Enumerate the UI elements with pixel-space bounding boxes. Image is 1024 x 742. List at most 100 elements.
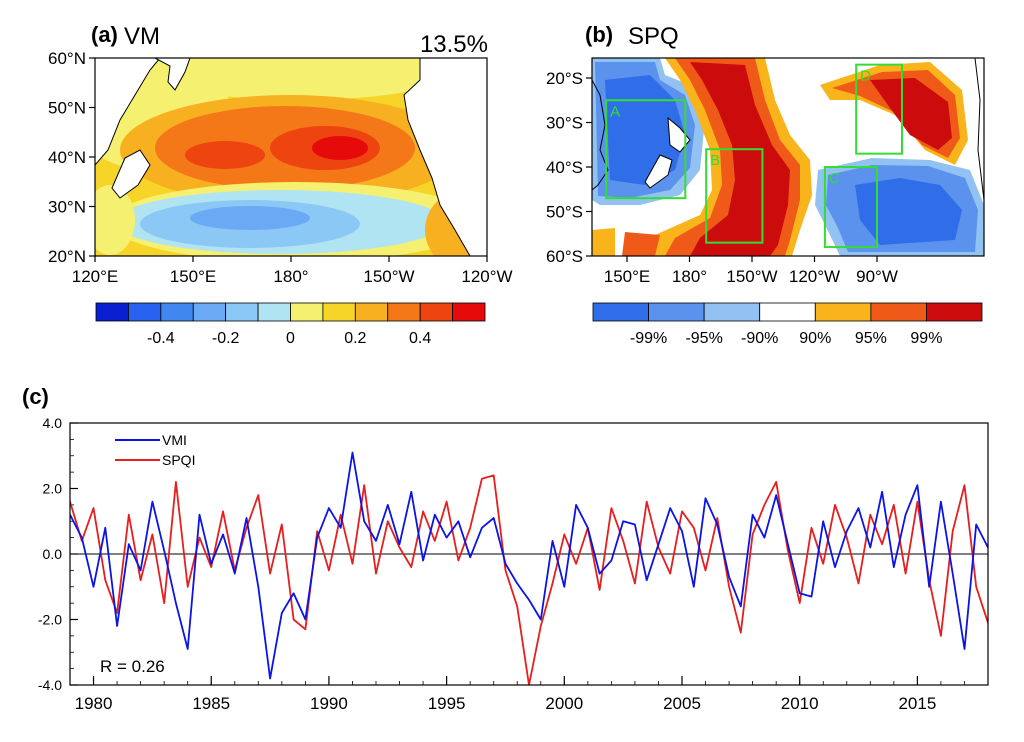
panel-c-y-tick-label: -2.0 (38, 612, 62, 628)
panel-c-x-tick-label: 2015 (898, 694, 936, 713)
region-boxes: A B C D (605, 63, 904, 249)
panel-c-frame (69, 422, 989, 686)
vm-colorbar-segment (225, 302, 259, 322)
vm-colorbar-segment (290, 302, 324, 322)
region-box-label: C (829, 170, 840, 187)
panel-b-x-ticks: 150°E 180° 150°W 120°W 90°W (604, 256, 898, 286)
panel-b-label: (b) (585, 22, 613, 47)
panel-c-axes: 4.0 2.0 0.0 -2.0 -4.0 1980 1985 1990 1995 2000 200… (38, 415, 989, 713)
panel-c: (c) 4.0 2.0 0.0 -2.0 -4.0 1980 1985 1990 1995 200… (22, 384, 989, 713)
panel-b-x-tick-label: 150°W (726, 267, 777, 286)
panel-c-legend: VMI SPQI (115, 432, 195, 468)
series-line-spqi (70, 474, 988, 685)
vm-colorbar-segment (192, 302, 227, 322)
region-box-a (605, 99, 687, 200)
panel-a-y-tick-label: 40°N (48, 148, 86, 167)
spq-colorbar-segment (870, 302, 927, 322)
vm-colorbar-segment (257, 302, 291, 322)
panel-c-x-tick-label: 1985 (192, 694, 230, 713)
spq-colorbar-label: 99% (910, 330, 942, 347)
panel-c-label: (c) (22, 384, 49, 409)
panel-c-x-tick-label: 2000 (545, 694, 583, 713)
legend-label-spqi: SPQI (162, 452, 195, 468)
panel-b-x-tick-label: 120°W (789, 267, 840, 286)
vm-colorbar-segment (95, 302, 129, 322)
region-box-label: A (610, 103, 620, 120)
panel-a: (a) VM 13.5% 60°N 50°N 40°N 30°N 20°N (48, 22, 513, 347)
panel-c-x-tick-label: 2005 (663, 694, 701, 713)
region-box-b (705, 148, 764, 244)
panel-a-y-ticks: 60°N 50°N 40°N 30°N 20°N (48, 49, 95, 266)
panel-c-y-tick-label: 2.0 (43, 481, 63, 497)
panel-b-y-ticks: 20°S 30°S 40°S 50°S 60°S (546, 69, 592, 266)
panel-b-frame (591, 57, 985, 257)
spq-colorbar-segment (703, 302, 761, 322)
vm-colorbar-segment (322, 302, 356, 322)
region-box-label: D (860, 68, 871, 85)
spq-colorbar-label: -90% (741, 330, 778, 347)
panel-c-x-tick-label: 1990 (310, 694, 348, 713)
vm-colorbar-label: 0.4 (409, 330, 431, 347)
vm-colorbar-segment (128, 302, 162, 322)
series-line-vmi (70, 451, 988, 680)
panel-a-label: (a) (91, 22, 118, 47)
panel-b-colorbar: -99% -95% -90% 90% 95% 99% (592, 302, 983, 347)
spq-colorbar-label: -95% (685, 330, 722, 347)
panel-a-x-tick-label: 180° (273, 267, 308, 286)
spq-field (592, 58, 984, 256)
panel-a-y-tick-label: 20°N (48, 247, 86, 266)
panel-b: (b) SPQ A B C D 20°S 30°S 40°S 50°S (546, 22, 985, 347)
panel-b-y-tick-label: 50°S (546, 203, 583, 222)
panel-c-y-tick-label: 4.0 (43, 415, 63, 431)
panel-b-x-tick-label: 150°E (604, 267, 651, 286)
region-box-d (855, 63, 904, 155)
panel-a-x-tick-label: 150°E (170, 267, 217, 286)
panel-a-x-ticks: 120°E 150°E 180° 150°W 120°W (72, 256, 513, 286)
panel-b-y-tick-label: 30°S (546, 114, 583, 133)
spq-colorbar-segment (759, 302, 816, 322)
panel-c-x-tick-label: 1995 (428, 694, 466, 713)
panel-a-colorbar: -0.4 -0.2 0 0.2 0.4 (95, 302, 486, 347)
panel-c-y-tick-label: 0.0 (43, 546, 63, 562)
panel-a-y-tick-label: 50°N (48, 99, 86, 118)
vm-colorbar-segment (452, 302, 486, 322)
spq-colorbar-label: 95% (855, 330, 887, 347)
vm-colorbar-label: -0.2 (212, 330, 240, 347)
panel-c-lines (70, 451, 988, 685)
panel-b-y-tick-label: 60°S (546, 247, 583, 266)
panel-c-x-tick-label: 1980 (75, 694, 113, 713)
panel-a-y-tick-label: 30°N (48, 198, 86, 217)
spq-colorbar-segment (814, 302, 872, 322)
panel-a-variance: 13.5% (420, 31, 488, 58)
panel-a-x-tick-label: 120°W (461, 267, 512, 286)
correlation-annotation: R = 0.26 (100, 657, 165, 676)
panel-b-y-tick-label: 40°S (546, 158, 583, 177)
panel-a-x-tick-label: 150°W (363, 267, 414, 286)
vm-colorbar-segment (160, 302, 194, 322)
legend-label-vmi: VMI (162, 432, 187, 448)
spq-colorbar-segment (648, 302, 705, 322)
spq-colorbar-segment (926, 302, 983, 322)
panel-b-title: SPQ (628, 23, 679, 50)
panel-b-x-tick-label: 90°W (856, 267, 898, 286)
panel-c-x-tick-label: 2010 (781, 694, 819, 713)
panel-a-y-tick-label: 60°N (48, 49, 86, 68)
vm-land (95, 58, 487, 256)
panel-c-y-tick-label: -4.0 (38, 677, 62, 693)
vm-colorbar-segment (354, 302, 389, 322)
panel-a-x-tick-label: 120°E (72, 267, 119, 286)
panel-b-x-tick-label: 180° (672, 267, 707, 286)
spq-colorbar-segment (592, 302, 649, 322)
spq-colorbar-label: 90% (799, 330, 831, 347)
region-box-c (823, 166, 879, 249)
panel-b-y-tick-label: 20°S (546, 69, 583, 88)
panel-a-title: VM (124, 23, 160, 50)
vm-colorbar-label: 0 (286, 330, 295, 347)
spq-colorbar-label: -99% (630, 330, 667, 347)
region-box-label: B (710, 152, 720, 169)
vm-colorbar-label: -0.4 (147, 330, 175, 347)
vm-colorbar-segment (419, 302, 453, 322)
vm-colorbar-segment (387, 302, 421, 322)
vm-colorbar-label: 0.2 (344, 330, 366, 347)
